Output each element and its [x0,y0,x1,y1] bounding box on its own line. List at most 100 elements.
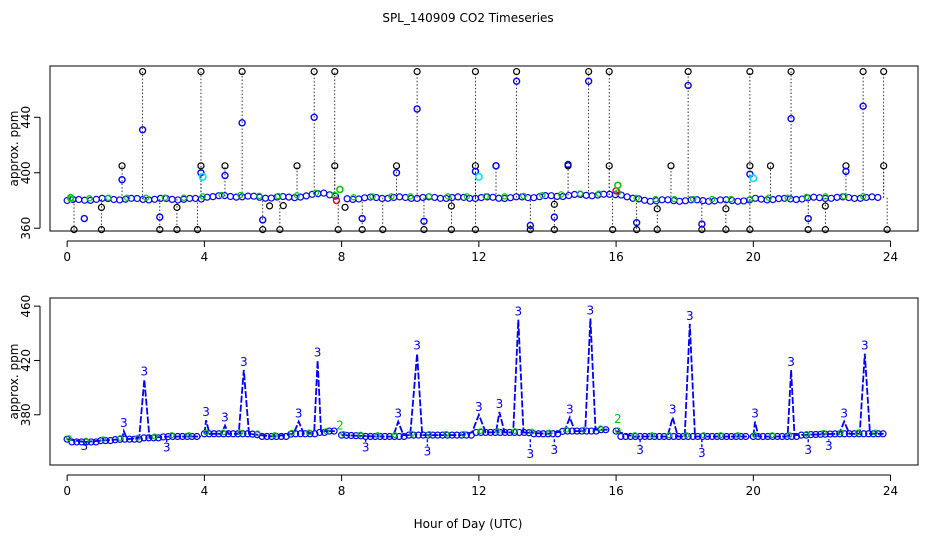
ok-point [595,190,603,197]
flag-cyan-point [474,172,483,181]
filtered-point [757,195,765,203]
series-point [140,434,148,442]
series-point [419,431,427,439]
filtered-spike-point [584,77,593,85]
filtered-point [495,194,503,202]
filtered-spike-point [392,169,401,177]
series-point [462,431,471,439]
ok-point [388,193,395,200]
ok-point [161,194,169,201]
x-tick-label: 12 [471,250,486,264]
ok-point [151,433,158,440]
raw-point [276,226,284,234]
filtered-point [640,196,649,204]
raw-point [883,226,891,234]
ok-point [105,194,112,201]
peak-label: 3 [141,364,149,378]
ok-point [803,430,810,437]
ok-point [520,192,527,200]
x-tick-label: 24 [883,484,898,498]
series-point [342,431,351,439]
ok-point [482,193,489,200]
filtered-point [827,194,835,202]
raw-point [609,226,617,234]
filtered-point [588,192,596,200]
peak-label: 3 [202,405,210,419]
raw-point [746,226,754,234]
ok-point [529,428,535,435]
filtered-spike-point [420,217,428,225]
y-tick-label: 460 [19,295,33,318]
raw-point [722,226,730,234]
filtered-spike-point [632,218,641,227]
series-point [708,432,716,441]
series-point [253,431,261,439]
peak-label: 3 [413,339,421,353]
series-point [486,428,495,437]
ok-point [134,434,141,441]
y-axis-label: approx. ppm [7,111,21,187]
filtered-spike-point [787,114,795,123]
filtered-point [98,194,106,202]
filtered-point [267,194,275,202]
ok-point [391,432,398,439]
filtered-point [530,194,538,202]
filtered-point [92,195,100,203]
down-spike-label: 3 [526,447,534,461]
series-point [268,432,276,441]
ok-point [614,189,622,196]
filtered-point [151,195,159,203]
filtered-point [320,189,328,197]
ok-point [837,429,844,436]
series-point [737,432,745,441]
series-line [752,353,884,438]
filtered-point [261,194,270,202]
series-point [316,428,324,437]
ok-point [463,193,471,200]
filtered-point [209,193,217,201]
filtered-spike-point [698,220,706,228]
series-point [582,427,591,435]
ok-point [409,430,415,437]
series-line [203,360,335,438]
raw-point [550,226,558,234]
filtered-spike-point [842,167,850,176]
ok-point [199,193,206,200]
filtered-spike-point [684,81,692,90]
series-point [860,430,868,438]
ok-point [855,429,861,436]
filtered-spike-point [413,105,421,113]
down-spike-label: 3 [551,443,559,457]
filtered-point [740,197,748,205]
x-tick-label: 0 [63,484,71,498]
ok-point [168,432,175,439]
filtered-point [868,193,876,201]
filtered-spike-point [118,175,126,184]
ok-point [340,430,347,437]
series-point [759,432,767,441]
peak-label: 3 [295,407,303,421]
ok-point [220,429,227,436]
raw-point [633,226,641,234]
filtered-point [168,195,176,203]
series-point [390,432,399,441]
x-tick-label: 8 [338,250,346,264]
ok-point [288,429,295,436]
ok-point [632,432,638,439]
x-tick-label: 8 [338,484,346,498]
series-point [713,432,721,441]
ok-point [683,432,690,439]
filtered-point [110,195,118,204]
raw-point [197,162,205,170]
filtered-spike-point [80,214,89,223]
y-tick-label: 420 [19,349,33,372]
filtered-spike-point [238,119,246,127]
x-tick-label: 16 [608,250,623,264]
series-point [229,430,237,438]
raw-point [880,67,888,76]
plot-frame [49,65,919,232]
filtered-point [372,193,380,202]
filtered-point [874,193,882,202]
ok-point [752,432,758,439]
